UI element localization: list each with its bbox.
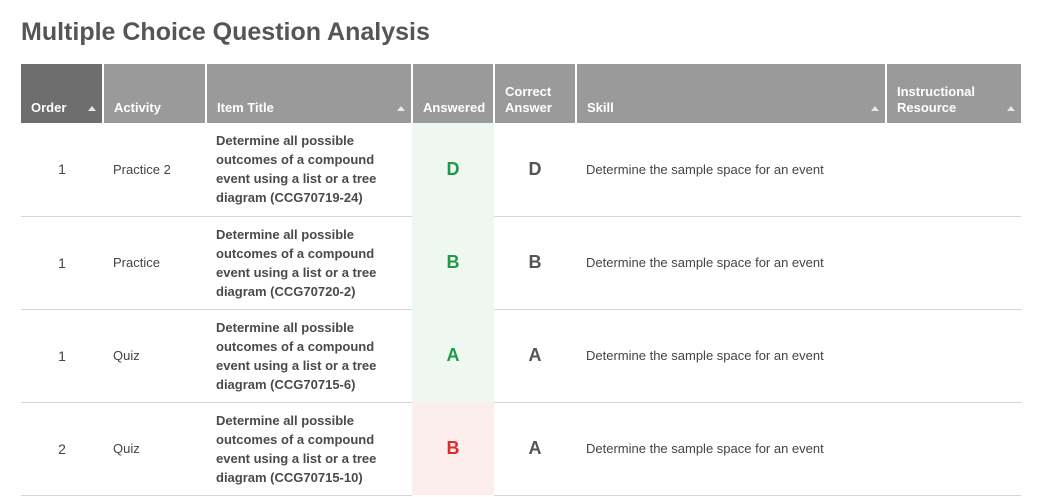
activity-cell: Quiz bbox=[103, 309, 206, 403]
sort-arrow-icon[interactable] bbox=[397, 106, 405, 111]
skill-cell: Determine the sample space for an event bbox=[576, 123, 886, 217]
order-cell: 1 bbox=[21, 216, 103, 310]
mcq-analysis-table: Order Activity Item Title Answered Corre… bbox=[21, 64, 1021, 496]
column-header-instructional-resource[interactable]: Instructional Resource bbox=[886, 64, 1021, 123]
sort-arrow-icon[interactable] bbox=[871, 106, 879, 111]
column-header-correct-answer[interactable]: Correct Answer bbox=[494, 64, 577, 123]
column-header-activity[interactable]: Activity bbox=[103, 64, 207, 123]
table-row: 1 Quiz Determine all possible outcomes o… bbox=[21, 309, 1021, 403]
column-header-item-title[interactable]: Item Title bbox=[206, 64, 413, 123]
answered-cell-correct: B bbox=[412, 216, 494, 309]
order-cell: 2 bbox=[21, 402, 103, 496]
column-header-label: Item Title bbox=[217, 100, 274, 115]
correct-answer-cell: A bbox=[494, 309, 576, 403]
activity-cell: Practice 2 bbox=[103, 123, 206, 217]
answered-cell-correct: D bbox=[412, 123, 494, 216]
column-header-order[interactable]: Order bbox=[21, 64, 104, 123]
instructional-resource-cell bbox=[886, 216, 1021, 310]
skill-cell: Determine the sample space for an event bbox=[576, 402, 886, 496]
order-cell: 1 bbox=[21, 123, 103, 217]
column-header-label: Answered bbox=[423, 100, 486, 115]
column-header-label: Activity bbox=[114, 100, 161, 115]
order-cell: 1 bbox=[21, 309, 103, 403]
correct-answer-cell: D bbox=[494, 123, 576, 217]
item-title-cell: Determine all possible outcomes of a com… bbox=[206, 123, 412, 217]
item-title-cell: Determine all possible outcomes of a com… bbox=[206, 402, 412, 496]
instructional-resource-cell bbox=[886, 309, 1021, 403]
table-row: 1 Practice Determine all possible outcom… bbox=[21, 216, 1021, 310]
skill-cell: Determine the sample space for an event bbox=[576, 216, 886, 310]
column-header-label: Skill bbox=[587, 100, 614, 115]
instructional-resource-cell bbox=[886, 402, 1021, 496]
column-header-answered[interactable]: Answered bbox=[412, 64, 495, 123]
column-header-label: Correct Answer bbox=[505, 84, 552, 115]
answered-cell-incorrect: B bbox=[412, 402, 494, 495]
table-row: 2 Quiz Determine all possible outcomes o… bbox=[21, 402, 1021, 496]
instructional-resource-cell bbox=[886, 123, 1021, 217]
answered-cell-correct: A bbox=[412, 309, 494, 402]
skill-cell: Determine the sample space for an event bbox=[576, 309, 886, 403]
column-header-skill[interactable]: Skill bbox=[576, 64, 887, 123]
sort-arrow-icon[interactable] bbox=[1007, 106, 1015, 111]
item-title-cell: Determine all possible outcomes of a com… bbox=[206, 216, 412, 310]
activity-cell: Practice bbox=[103, 216, 206, 310]
table-row: 1 Practice 2 Determine all possible outc… bbox=[21, 123, 1021, 217]
correct-answer-cell: A bbox=[494, 402, 576, 496]
table-header-row: Order Activity Item Title Answered Corre… bbox=[21, 64, 1021, 123]
activity-cell: Quiz bbox=[103, 402, 206, 496]
sort-arrow-icon[interactable] bbox=[88, 106, 96, 111]
item-title-cell: Determine all possible outcomes of a com… bbox=[206, 309, 412, 403]
column-header-label: Order bbox=[31, 100, 67, 115]
page-title: Multiple Choice Question Analysis bbox=[21, 18, 430, 46]
column-header-label: Instructional Resource bbox=[897, 84, 976, 115]
correct-answer-cell: B bbox=[494, 216, 576, 310]
